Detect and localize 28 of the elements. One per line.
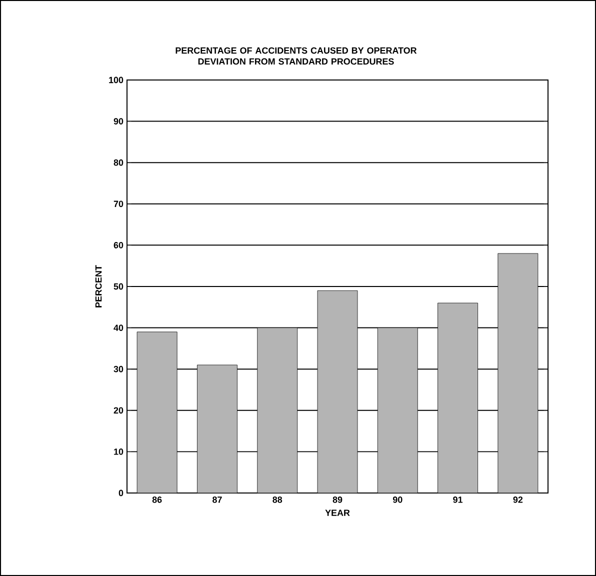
x-tick-label: 87 xyxy=(212,496,222,503)
x-tick-label: 88 xyxy=(272,496,282,503)
bar xyxy=(137,332,178,493)
x-axis-title: YEAR xyxy=(325,510,350,516)
y-tick-label: 20 xyxy=(114,407,124,414)
y-tick-label: 100 xyxy=(109,76,124,84)
y-tick-label: 70 xyxy=(114,200,124,208)
x-tick-label: 89 xyxy=(332,496,342,503)
chart-title: PERCENTAGE OF ACCIDENTS CAUSED BY OPERATOR DEVIATION FROM STANDARD PROCEDURES xyxy=(176,47,417,65)
y-tick-label: 30 xyxy=(114,366,124,372)
y-tick-label: 90 xyxy=(114,118,124,124)
bar xyxy=(197,364,238,493)
y-tick-label: 10 xyxy=(114,448,124,455)
y-tick-label: 60 xyxy=(114,242,124,248)
bar xyxy=(257,328,298,493)
x-tick-label: 90 xyxy=(392,496,402,503)
bar xyxy=(378,328,418,493)
y-axis-title: PERCENT xyxy=(95,265,102,308)
x-tick-label: 91 xyxy=(453,496,463,503)
bar xyxy=(438,303,478,493)
y-tick-label: 0 xyxy=(118,490,124,496)
y-tick-label: 50 xyxy=(114,283,124,290)
y-tick-label: 80 xyxy=(114,159,124,166)
x-tick-label: 86 xyxy=(152,496,162,503)
bar xyxy=(318,290,358,493)
x-tick-label: 92 xyxy=(513,496,523,503)
y-tick-label: 40 xyxy=(114,324,124,331)
bar xyxy=(498,253,538,493)
